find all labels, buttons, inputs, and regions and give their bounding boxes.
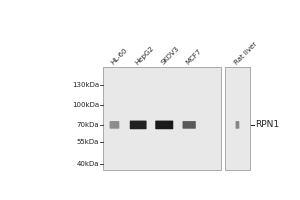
FancyBboxPatch shape — [182, 121, 196, 129]
Bar — [103, 67, 221, 170]
Text: 70kDa: 70kDa — [76, 122, 99, 128]
Text: HepG2: HepG2 — [134, 45, 155, 66]
FancyBboxPatch shape — [130, 121, 147, 129]
FancyBboxPatch shape — [155, 121, 173, 129]
Text: SKOV3: SKOV3 — [160, 45, 181, 66]
Text: 55kDa: 55kDa — [77, 139, 99, 145]
Text: 130kDa: 130kDa — [72, 82, 99, 88]
Text: Rat liver: Rat liver — [233, 41, 258, 66]
Text: RPN1: RPN1 — [256, 120, 280, 129]
FancyBboxPatch shape — [110, 121, 119, 129]
Text: MCF7: MCF7 — [185, 48, 203, 66]
Text: 100kDa: 100kDa — [72, 102, 99, 108]
Bar — [225, 67, 250, 170]
FancyBboxPatch shape — [236, 121, 239, 129]
Text: HL-60: HL-60 — [110, 47, 129, 66]
Text: 40kDa: 40kDa — [76, 161, 99, 167]
